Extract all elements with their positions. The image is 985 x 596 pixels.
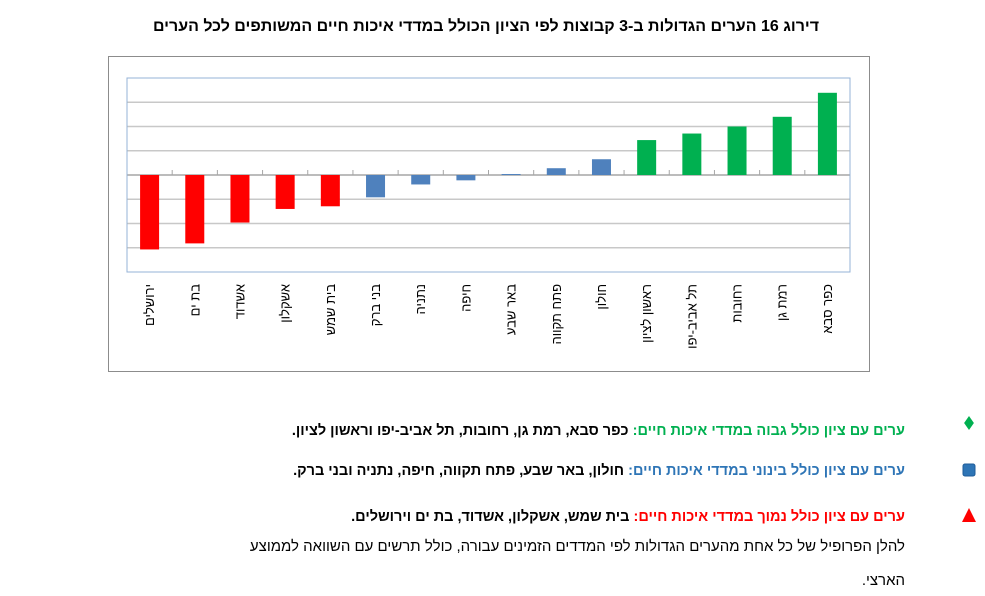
category-label: כפר סבא <box>820 284 835 334</box>
bar <box>817 92 837 175</box>
legend-high-cities: כפר סבא, רמת גן, רחובות, תל אביב-יפו ורא… <box>291 423 633 439</box>
bar <box>501 174 521 176</box>
legend-mid-label: ערים עם ציון כולל בינוני במדדי איכות חיי… <box>628 463 905 479</box>
category-label: ראשון לציון <box>639 284 654 343</box>
category-label: אשקלון <box>278 284 293 323</box>
paragraph-line-1: להלן הפרופיל של כל אחת מהערים הגדולות לפ… <box>249 538 905 555</box>
bar <box>637 140 657 175</box>
category-label: בני ברק <box>368 284 383 326</box>
bar <box>546 168 566 175</box>
bar <box>772 116 792 175</box>
bar <box>230 175 250 223</box>
chart-title: דירוג 16 הערים הגדולות ב-3 קבוצות לפי הצ… <box>152 18 820 35</box>
bar <box>727 126 747 175</box>
diamond-icon <box>964 416 974 430</box>
legend-low-cities: בית שמש, אשקלון, אשדוד, בת ים וירושלים. <box>351 509 634 525</box>
category-label: בית שמש <box>323 284 338 335</box>
square-icon <box>962 463 976 477</box>
chart-frame: ירושלים בת ים אשדוד אשקלון בית שמש בני ברק נתנ… <box>108 56 870 372</box>
paragraph-line-2: הארצי. <box>861 572 905 589</box>
bar <box>411 175 431 185</box>
bar <box>456 175 476 181</box>
bar <box>185 175 205 244</box>
bar <box>140 175 160 250</box>
category-label: תל אביב-יפו <box>684 284 699 349</box>
bar <box>682 133 702 175</box>
legend-low-label: ערים עם ציון כולל נמוך במדדי איכות חיים: <box>633 509 906 525</box>
bar-chart: ירושלים בת ים אשדוד אשקלון בית שמש בני ברק נתנ… <box>126 77 851 349</box>
category-label: אשדוד <box>232 284 247 319</box>
bar <box>275 175 295 209</box>
legend-mid: ערים עם ציון כולל בינוני במדדי איכות חיי… <box>293 463 905 479</box>
category-label: נתניה <box>413 284 428 314</box>
legend-mid-cities: חולון, באר שבע, פתח תקווה, חיפה, נתניה ו… <box>293 463 629 479</box>
category-label: באר שבע <box>504 284 519 335</box>
bar <box>591 159 611 175</box>
legend-low: ערים עם ציון כולל נמוך במדדי איכות חיים:… <box>351 509 905 525</box>
triangle-icon <box>962 508 976 522</box>
category-label: בת ים <box>187 284 202 317</box>
bar <box>320 175 340 207</box>
category-label: פתח תקווה <box>549 284 564 345</box>
category-label: ירושלים <box>142 284 157 326</box>
bar <box>366 175 386 198</box>
category-label: חולון <box>594 284 609 310</box>
legend-high-label: ערים עם ציון כולל גבוה במדדי איכות חיים: <box>632 423 905 439</box>
category-label: חיפה <box>458 284 473 312</box>
category-label: רמת גן <box>775 284 790 321</box>
legend-high: ערים עם ציון כולל גבוה במדדי איכות חיים:… <box>292 423 905 439</box>
category-label: רחובות <box>730 284 745 323</box>
plot-area <box>126 77 851 273</box>
